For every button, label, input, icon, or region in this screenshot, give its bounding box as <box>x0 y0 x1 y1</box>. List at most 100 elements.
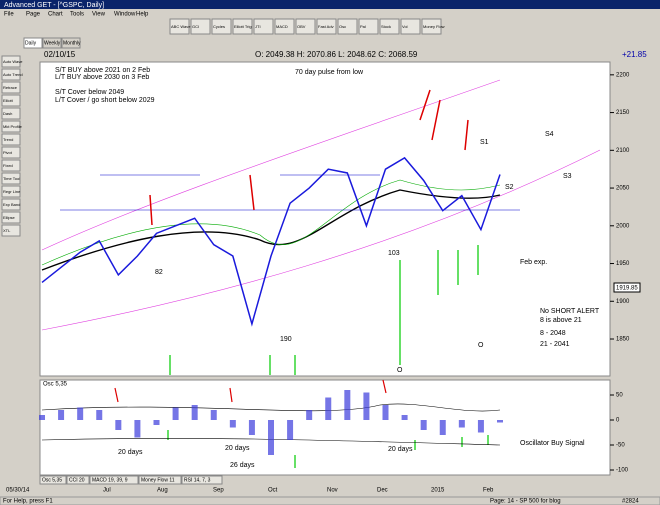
tab[interactable] <box>61 37 81 49</box>
bottom-tab-label: RSI 14, 7, 3 <box>184 477 211 483</box>
annotation: 8 is above 21 <box>540 317 582 324</box>
left-tool-label: Time Tool <box>3 176 20 181</box>
left-tool[interactable] <box>1 224 21 237</box>
left-tool[interactable] <box>1 146 21 159</box>
x-tick-label: Sep <box>213 488 224 494</box>
left-tool[interactable] <box>1 107 21 120</box>
menu-item[interactable]: Page <box>26 12 41 18</box>
osc-bar <box>229 420 236 428</box>
menu-item[interactable]: File <box>4 12 14 18</box>
left-tool[interactable] <box>1 133 21 146</box>
left-tool[interactable] <box>1 120 21 133</box>
osc-tick-label: -100 <box>616 468 629 474</box>
toolbar-label: GCI <box>192 24 199 29</box>
x-tick-label: Feb <box>483 488 494 494</box>
toolbar-button[interactable] <box>232 18 253 35</box>
menu-item[interactable]: Chart <box>48 12 63 18</box>
tab-label: Monthly <box>63 40 81 46</box>
osc-bar <box>401 415 408 420</box>
y-tick-label: 2100 <box>616 148 630 154</box>
tab[interactable] <box>23 37 43 49</box>
left-tool[interactable] <box>1 172 21 185</box>
annotation: 70 day pulse from low <box>295 69 364 76</box>
toolbar-label: Pal <box>360 24 366 29</box>
osc-tick-label: 0 <box>616 418 620 424</box>
bottom-tab[interactable] <box>66 475 90 485</box>
left-tool-label: Elliott <box>3 98 14 103</box>
osc-bar <box>420 420 427 430</box>
left-tool-label: Exp Band <box>3 202 20 207</box>
osc-bar <box>210 410 217 420</box>
annotation: O <box>478 342 484 349</box>
price-line <box>41 156 501 327</box>
annotation: S4 <box>545 131 554 138</box>
toolbar-label: Cycles <box>213 24 225 29</box>
osc-bar <box>382 405 389 420</box>
toolbar-button[interactable] <box>295 18 316 35</box>
overlay-lines <box>41 79 601 468</box>
toolbar-button[interactable] <box>253 18 274 35</box>
left-tool[interactable] <box>1 211 21 224</box>
left-tool[interactable] <box>1 68 21 81</box>
osc-bar <box>268 420 274 455</box>
x-tick-label: Aug <box>157 488 168 494</box>
osc-bar <box>287 420 294 440</box>
osc-annotation: 26 days <box>230 462 255 469</box>
osc-bar <box>115 420 122 430</box>
toolbar-button[interactable] <box>316 18 337 35</box>
status-help: For Help, press F1 <box>3 499 53 505</box>
bottom-tab-label: MACD 19, 39, 9 <box>92 477 128 483</box>
osc-bar <box>77 407 84 420</box>
toolbar-button[interactable] <box>400 18 421 35</box>
bottom-tab-label: CCI 20 <box>69 477 85 483</box>
toolbar-button[interactable] <box>337 18 358 35</box>
menu-item[interactable]: View <box>92 12 106 18</box>
left-tool[interactable] <box>1 185 21 198</box>
date: 02/10/15 <box>44 50 76 59</box>
osc-tick-label: -50 <box>616 443 625 449</box>
status-bar <box>0 496 660 505</box>
left-tool[interactable] <box>1 159 21 172</box>
toolbar-button[interactable] <box>211 18 232 35</box>
left-tool[interactable] <box>1 198 21 211</box>
y-tick-label: 1950 <box>616 261 630 267</box>
bottom-tab[interactable] <box>39 475 67 485</box>
tab[interactable] <box>42 37 62 49</box>
toolbar-button[interactable] <box>274 18 295 35</box>
osc-bar <box>58 410 65 420</box>
menu-item[interactable]: Tools <box>70 12 84 18</box>
toolbar-button[interactable] <box>421 18 442 35</box>
annotation: 103 <box>388 250 400 257</box>
toolbar-button[interactable] <box>358 18 379 35</box>
x-start: 05/30/14 <box>6 488 30 494</box>
toolbar-label: Vol <box>402 24 408 29</box>
left-tool[interactable] <box>1 55 21 68</box>
osc-bar <box>477 420 484 433</box>
left-tool-label: Auto Trend <box>3 72 23 77</box>
y-tick-label: 1900 <box>616 299 630 305</box>
status-page: Page: 14 - SP 500 for blog <box>490 499 561 505</box>
menu-item[interactable]: Window <box>114 12 136 18</box>
annotation: O <box>397 367 403 374</box>
title-bar <box>0 0 660 9</box>
price-cursor: 1919.85 <box>616 286 638 292</box>
bottom-tab[interactable] <box>89 475 139 485</box>
toolbar-button[interactable] <box>190 18 211 35</box>
osc-bar <box>325 397 332 420</box>
osc-bar <box>134 420 141 438</box>
toolbar-button[interactable] <box>379 18 400 35</box>
left-tool[interactable] <box>1 94 21 107</box>
toolbar-label: JTI <box>255 24 261 29</box>
left-tool[interactable] <box>1 81 21 94</box>
price-panel <box>39 61 611 377</box>
osc-bar <box>172 407 179 420</box>
y-tick-label: 1850 <box>616 337 630 343</box>
window-title: Advanced GET - [^GSPC, Daily] <box>4 2 104 9</box>
bottom-tab[interactable] <box>138 475 182 485</box>
bottom-tab[interactable] <box>181 475 223 485</box>
menu-item[interactable]: Help <box>136 12 149 18</box>
toolbar-button[interactable] <box>169 18 190 35</box>
status-id: #2824 <box>622 499 639 505</box>
y-tick-label: 2000 <box>616 223 630 229</box>
